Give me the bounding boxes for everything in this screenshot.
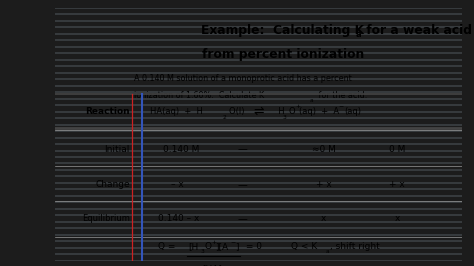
Text: 0.140 M: 0.140 M	[163, 145, 199, 154]
Text: —: —	[237, 214, 247, 224]
Text: −: −	[338, 103, 344, 109]
Text: —: —	[237, 144, 247, 155]
Text: for a weak acid: for a weak acid	[362, 24, 472, 37]
Text: Equilibrium: Equilibrium	[82, 214, 130, 223]
Text: , shift right: , shift right	[329, 242, 379, 251]
Text: ⇌: ⇌	[254, 105, 264, 118]
Text: Initial: Initial	[105, 145, 130, 154]
Text: A 0.140 M solution of a monoprotic acid has a percent: A 0.140 M solution of a monoprotic acid …	[134, 74, 352, 83]
Text: HA(aq)  +  H: HA(aq) + H	[150, 107, 203, 116]
Text: = 0: = 0	[243, 242, 262, 251]
Text: (aq): (aq)	[344, 107, 361, 116]
Text: Q =: Q =	[158, 242, 179, 251]
Text: +: +	[211, 240, 217, 245]
Text: −: −	[231, 240, 236, 245]
Text: a: a	[326, 249, 329, 254]
Text: + x: + x	[389, 180, 405, 189]
Text: + x: + x	[316, 180, 331, 189]
Text: —: —	[237, 180, 247, 190]
Text: H: H	[273, 107, 284, 116]
Text: 0 M: 0 M	[389, 145, 405, 154]
Text: x: x	[321, 214, 326, 223]
Text: Q < K: Q < K	[291, 242, 317, 251]
Text: 2: 2	[223, 115, 227, 120]
Text: ][A: ][A	[215, 242, 228, 251]
Text: from percent ionization: from percent ionization	[201, 48, 364, 61]
Text: [H: [H	[188, 242, 198, 251]
Text: a: a	[310, 98, 314, 103]
Text: Change: Change	[95, 180, 130, 189]
Text: ionization of 1.60%.  Calculate K: ionization of 1.60%. Calculate K	[134, 91, 264, 100]
Text: – x: – x	[171, 180, 183, 189]
Text: Reaction: Reaction	[85, 107, 130, 116]
Text: O(l): O(l)	[229, 107, 250, 116]
Text: (aq)  +  A: (aq) + A	[299, 107, 339, 116]
Text: x: x	[394, 214, 400, 223]
Text: +: +	[295, 103, 300, 109]
Text: [HA]: [HA]	[202, 264, 222, 266]
Text: Example:  Calculating K: Example: Calculating K	[201, 24, 365, 37]
Text: 3: 3	[201, 249, 205, 254]
Text: O: O	[288, 107, 295, 116]
Text: a: a	[356, 30, 361, 39]
Text: 0.140 – x: 0.140 – x	[158, 214, 200, 223]
Text: for the acid.: for the acid.	[316, 91, 367, 100]
Text: O: O	[205, 242, 212, 251]
Text: ]: ]	[235, 242, 238, 251]
Text: ≈0 M: ≈0 M	[311, 145, 336, 154]
Text: 3: 3	[283, 115, 287, 120]
